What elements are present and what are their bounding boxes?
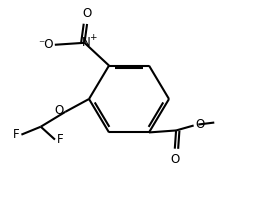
- Text: O: O: [195, 118, 204, 131]
- Text: O: O: [83, 7, 92, 20]
- Text: ⁻O: ⁻O: [38, 38, 54, 51]
- Text: F: F: [57, 133, 64, 146]
- Text: O: O: [170, 153, 179, 166]
- Text: +: +: [89, 33, 96, 42]
- Text: N: N: [82, 36, 91, 49]
- Text: O: O: [54, 104, 63, 117]
- Text: F: F: [13, 128, 19, 141]
